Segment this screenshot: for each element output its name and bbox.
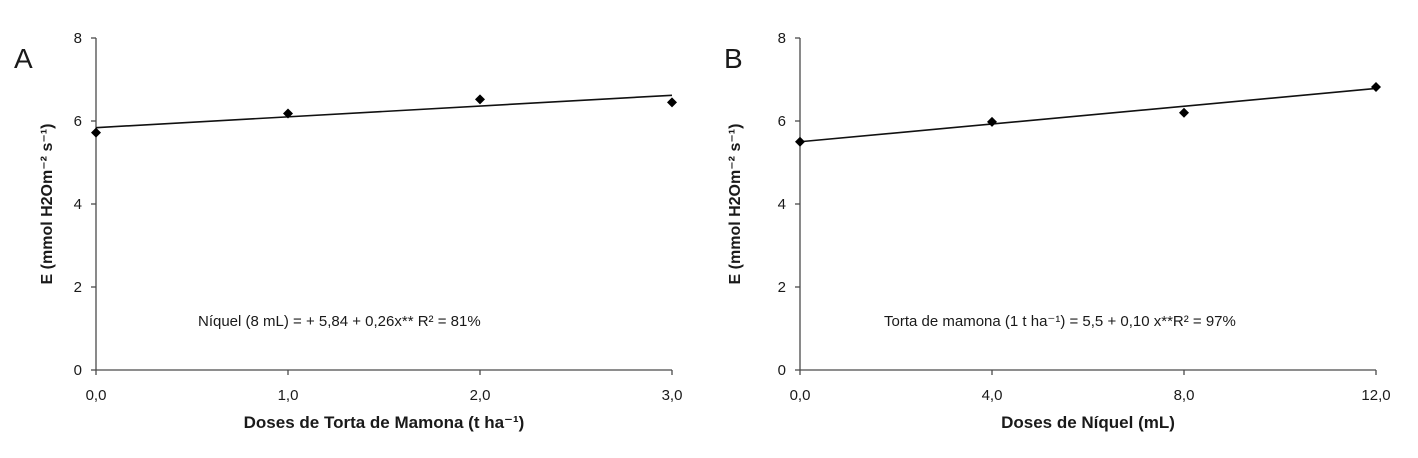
chart-panel-b: B 0 2 4 6 8 0,0 4,0 8,0 12,0 Torta de mamona (1…: [724, 30, 1391, 432]
x-axis-label: Doses de Níquel (mL): [1001, 413, 1175, 432]
y-tick-label: 8: [778, 30, 786, 47]
y-axis-label: E (mmol H2Om⁻² s⁻¹): [39, 124, 56, 285]
data-point: [1179, 107, 1189, 118]
data-points: [91, 94, 677, 138]
x-tick-label: 8,0: [1174, 387, 1195, 404]
data-point: [475, 94, 485, 105]
x-tick-label: 0,0: [86, 387, 107, 404]
chart-panel-a: A 0 2 4 6 8 0,0 1,0 2,0 3,0 Níquel (8 mL) = + 5…: [14, 30, 682, 432]
y-tick-label: 2: [778, 279, 786, 296]
y-axis-label: E (mmol H2Om⁻² s⁻¹): [727, 124, 744, 285]
y-tick-label: 0: [74, 362, 82, 379]
data-points: [795, 81, 1381, 147]
trendline: [799, 87, 1377, 143]
x-tick-label: 3,0: [662, 387, 683, 404]
x-tick-labels: 0,0 1,0 2,0 3,0: [86, 370, 683, 404]
y-tick-label: 0: [778, 362, 786, 379]
regression-equation: Torta de mamona (1 t ha⁻¹) = 5,5 + 0,10 …: [884, 313, 1236, 330]
data-point: [283, 108, 293, 119]
data-point: [91, 127, 101, 138]
x-tick-label: 2,0: [470, 387, 491, 404]
x-tick-labels: 0,0 4,0 8,0 12,0: [790, 370, 1391, 404]
x-tick-label: 4,0: [982, 387, 1003, 404]
y-tick-label: 4: [778, 196, 786, 213]
y-tick-label: 6: [74, 113, 82, 130]
y-tick-labels: 0 2 4 6 8: [778, 30, 800, 379]
y-tick-label: 2: [74, 279, 82, 296]
x-tick-label: 0,0: [790, 387, 811, 404]
x-axis-label: Doses de Torta de Mamona (t ha⁻¹): [244, 413, 525, 432]
data-point: [987, 116, 997, 127]
data-point: [795, 136, 805, 147]
y-tick-label: 4: [74, 196, 82, 213]
y-tick-label: 6: [778, 113, 786, 130]
panel-label: A: [14, 43, 33, 74]
x-tick-label: 1,0: [278, 387, 299, 404]
panel-label: B: [724, 43, 743, 74]
data-point: [1371, 81, 1381, 92]
trendline: [95, 94, 673, 129]
y-tick-labels: 0 2 4 6 8: [74, 30, 96, 379]
data-point: [667, 97, 677, 108]
regression-equation: Níquel (8 mL) = + 5,84 + 0,26x** R² = 81…: [198, 313, 481, 330]
x-tick-label: 12,0: [1361, 387, 1390, 404]
y-tick-label: 8: [74, 30, 82, 47]
